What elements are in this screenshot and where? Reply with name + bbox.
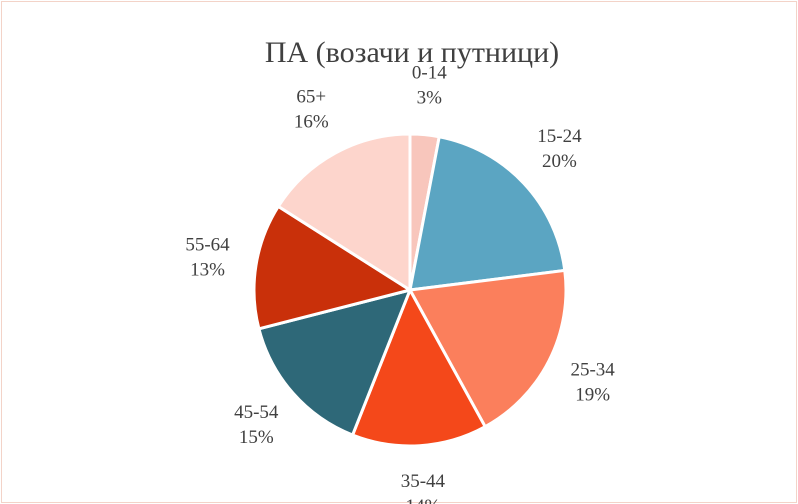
slice-value-label: 20% [542,151,577,172]
slice-value-label: 3% [417,87,443,108]
slice-value-label: 16% [294,112,329,133]
slice-category-label: 15-24 [537,126,582,147]
slice-value-label: 15% [239,427,274,448]
slice-value-label: 14% [405,496,440,504]
pie-slice [252,204,414,331]
slice-category-label: 45-54 [234,402,279,423]
slice-category-label: 65+ [296,87,326,108]
pie-slice [407,268,568,429]
slice-category-label: 25-34 [570,359,615,380]
pie-slice [257,287,413,437]
pie-slice [276,132,412,293]
slice-value-label: 13% [190,259,225,280]
slice-value-label: 19% [575,384,610,405]
pie-slice [350,286,488,448]
slice-category-label: 0-14 [412,62,447,83]
pie-slice [408,135,567,292]
chart-title: ПА (возачи и путници) [265,36,559,69]
slice-category-label: 55-64 [185,234,230,255]
slice-category-label: 35-44 [401,471,446,492]
